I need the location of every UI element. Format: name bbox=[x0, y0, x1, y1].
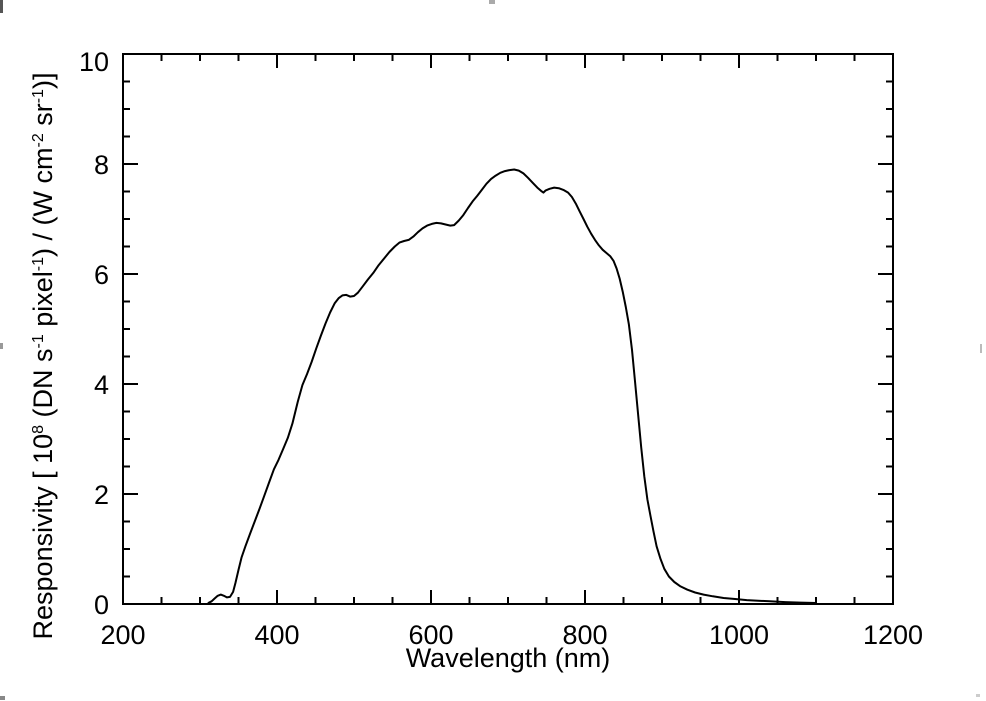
x-tick-label-800: 800 bbox=[562, 620, 607, 650]
x-tick-label-600: 600 bbox=[408, 620, 453, 650]
plot-box bbox=[122, 53, 894, 605]
y-tick-label-10: 10 bbox=[79, 47, 109, 77]
x-tick-label-400: 400 bbox=[254, 620, 299, 650]
y-axis-title: Responsivity [ 108 (DN s-1 pixel-1) / (W… bbox=[28, 73, 58, 640]
y-tick-label-0: 0 bbox=[94, 590, 109, 620]
x-axis-title: Wavelength (nm) bbox=[406, 643, 611, 673]
edge-artifact-1 bbox=[0, 343, 3, 349]
edge-artifact-0 bbox=[0, 0, 3, 13]
y-tick-label-8: 8 bbox=[94, 150, 109, 180]
edge-artifact-3 bbox=[489, 0, 495, 4]
x-tick-label-1200: 1200 bbox=[863, 620, 923, 650]
x-tick-label-200: 200 bbox=[100, 620, 145, 650]
edge-artifact-5 bbox=[976, 694, 980, 697]
y-tick-label-2: 2 bbox=[94, 480, 109, 510]
y-tick-label-4: 4 bbox=[94, 370, 109, 400]
edge-artifact-2 bbox=[0, 696, 5, 700]
x-tick-label-1000: 1000 bbox=[709, 620, 769, 650]
y-tick-label-6: 6 bbox=[94, 260, 109, 290]
edge-artifact-4 bbox=[980, 344, 982, 353]
responsivity-curve bbox=[207, 168, 817, 604]
